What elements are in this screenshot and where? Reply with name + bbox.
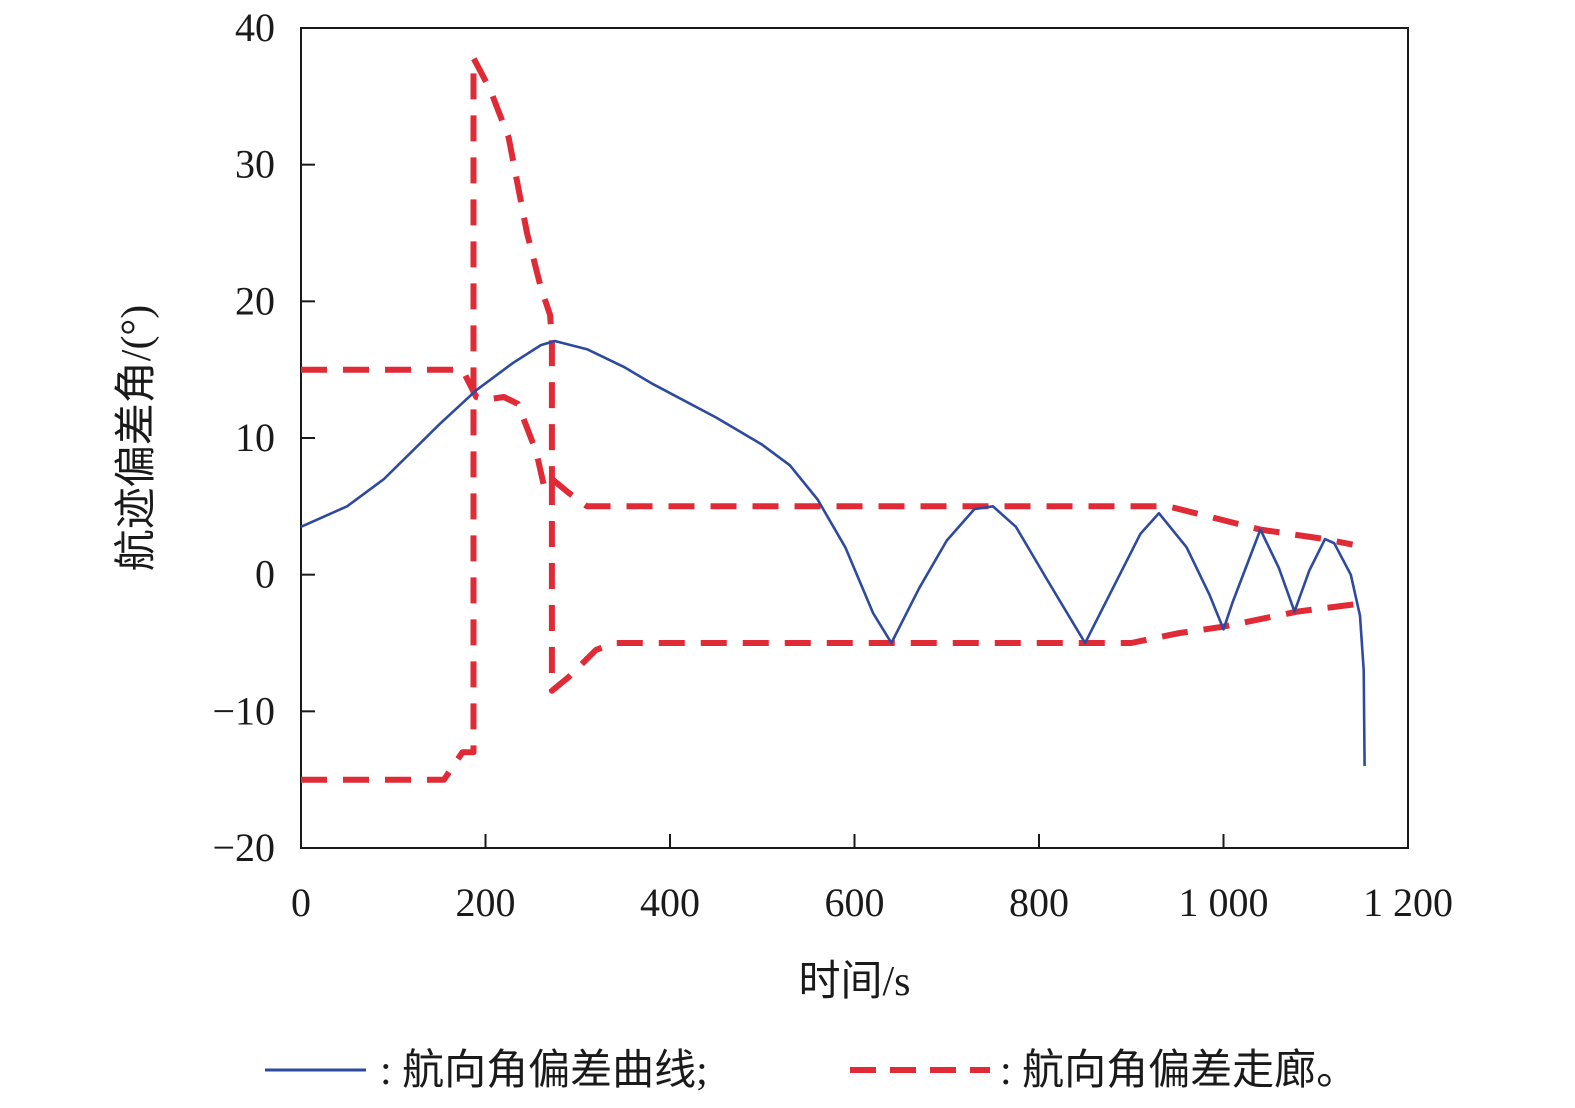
legend: : 航向角偏差曲线; : 航向角偏差走廊。	[265, 1047, 1358, 1094]
x-tick-label: 400	[640, 880, 700, 925]
y-tick-label: 30	[235, 142, 275, 187]
heading-deviation-curve	[300, 339, 1366, 767]
x-tick-label: 600	[825, 880, 885, 925]
x-tick-label: 1 000	[1179, 880, 1269, 925]
y-tick-label: −20	[212, 825, 275, 870]
x-axis-ticks: 0 200 400 600 800 1 000 1 200	[291, 834, 1453, 925]
y-tick-label: 40	[235, 5, 275, 50]
corridor-dashed-line	[301, 55, 555, 783]
legend-label-corridor: : 航向角偏差走廊。	[1000, 1047, 1358, 1094]
legend-label-curve: : 航向角偏差曲线;	[380, 1047, 708, 1094]
plot-frame	[300, 27, 1409, 849]
corridor-dashed-line	[549, 476, 1354, 548]
corridor-dashed-line	[548, 479, 1363, 694]
x-tick-label: 0	[291, 880, 311, 925]
y-tick-label: 20	[235, 278, 275, 323]
x-axis-label: 时间/s	[798, 959, 910, 1005]
series-layer	[300, 55, 1366, 783]
y-tick-label: 0	[255, 552, 275, 597]
x-tick-label: 1 200	[1363, 880, 1453, 925]
plot-area-border	[300, 27, 1409, 849]
x-tick-label: 800	[1009, 880, 1069, 925]
y-tick-label: −10	[212, 688, 275, 733]
x-tick-label: 200	[456, 880, 516, 925]
y-tick-label: 10	[235, 415, 275, 460]
y-axis-ticks: 40 30 20 10 0 −10 −20	[212, 5, 315, 870]
corridor-dashed-line	[301, 366, 549, 494]
y-axis-label: 航迹偏差角/(°)	[113, 305, 160, 571]
